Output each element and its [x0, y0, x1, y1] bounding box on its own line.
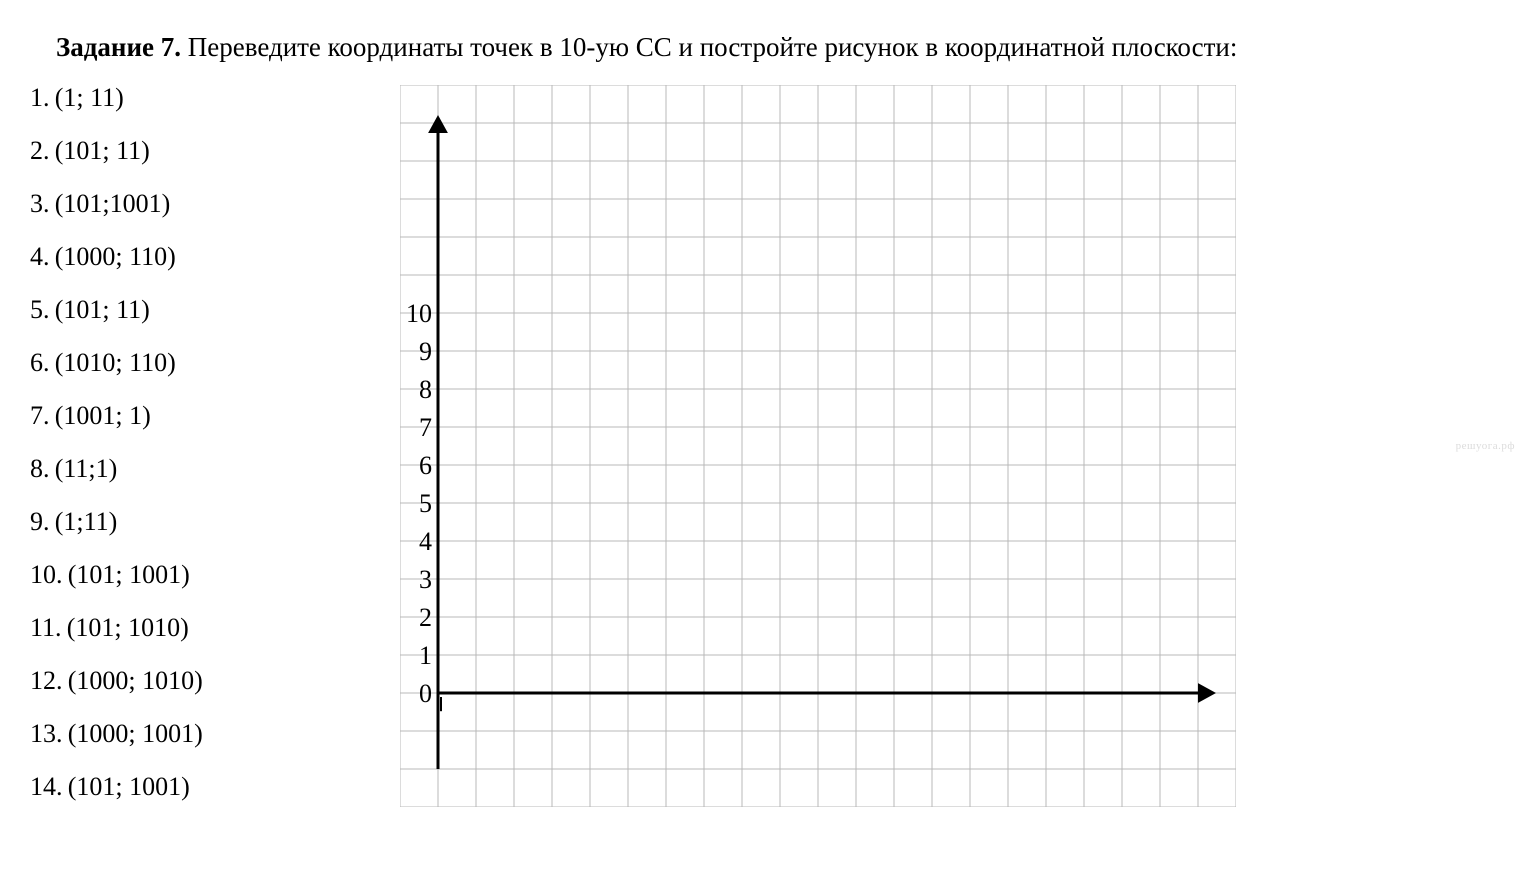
svg-text:7: 7 — [419, 413, 432, 442]
svg-text:2: 2 — [419, 603, 432, 632]
points-list: 1. (1; 11) 2. (101; 11) 3. (101;1001) 4. (1… — [30, 85, 370, 827]
svg-text:5: 5 — [419, 489, 432, 518]
point-item: 1. (1; 11) — [30, 85, 370, 111]
coordinate-grid: 0 1 2 3 4 5 6 7 8 9 10 — [400, 85, 1236, 812]
point-item: 10. (101; 1001) — [30, 562, 370, 588]
svg-text:0: 0 — [419, 679, 432, 708]
point-item: 11. (101; 1010) — [30, 615, 370, 641]
svg-text:4: 4 — [419, 527, 432, 556]
point-item: 13. (1000; 1001) — [30, 721, 370, 747]
watermark: решуога.рф — [1456, 440, 1515, 452]
point-item: 7. (1001; 1) — [30, 403, 370, 429]
point-item: 4. (1000; 110) — [30, 244, 370, 270]
task-label: Задание 7. — [56, 32, 181, 62]
svg-text:1: 1 — [419, 641, 432, 670]
task-text: Переведите координаты точек в 10-ую СС и… — [188, 32, 1238, 62]
point-item: 9. (1;11) — [30, 509, 370, 535]
svg-text:10: 10 — [406, 299, 432, 328]
point-item: 2. (101; 11) — [30, 138, 370, 164]
svg-text:3: 3 — [419, 565, 432, 594]
point-item: 6. (1010; 110) — [30, 350, 370, 376]
point-item: 3. (101;1001) — [30, 191, 370, 217]
point-item: 5. (101; 11) — [30, 297, 370, 323]
svg-text:9: 9 — [419, 337, 432, 366]
point-item: 8. (11;1) — [30, 456, 370, 482]
task-title: Задание 7. Переведите координаты точек в… — [56, 32, 1491, 63]
svg-text:8: 8 — [419, 375, 432, 404]
point-item: 14. (101; 1001) — [30, 774, 370, 800]
point-item: 12. (1000; 1010) — [30, 668, 370, 694]
svg-text:6: 6 — [419, 451, 432, 480]
